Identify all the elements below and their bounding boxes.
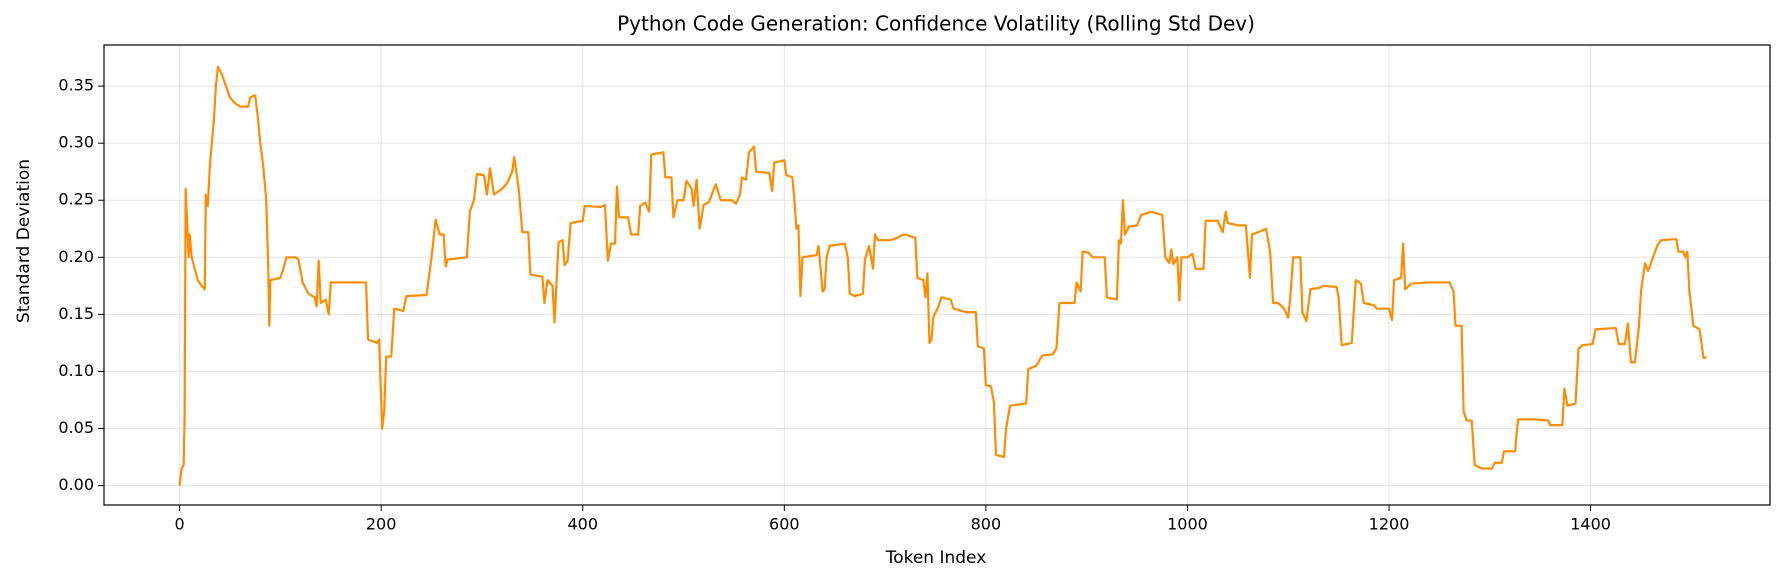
plot-frame [103, 44, 1771, 506]
x-tick-label: 200 [366, 515, 397, 534]
data-line [178, 65, 1707, 486]
y-tick-label: 0.15 [58, 304, 94, 323]
x-tick-label: 1200 [1369, 515, 1410, 534]
x-axis-label: Token Index [885, 548, 987, 568]
y-tick-label: 0.35 [58, 76, 94, 95]
x-tick-label: 600 [769, 515, 800, 534]
x-tick-label: 400 [567, 515, 598, 534]
y-tick-label: 0.00 [58, 475, 94, 494]
x-tick-label: 1400 [1570, 515, 1611, 534]
chart-title: Python Code Generation: Confidence Volat… [617, 12, 1255, 36]
y-tick-label: 0.10 [58, 361, 94, 380]
x-tick-label: 0 [174, 515, 184, 534]
y-tick-label: 0.30 [58, 133, 94, 152]
y-axis-label: Standard Deviation [14, 159, 34, 323]
y-tick-label: 0.25 [58, 190, 94, 209]
x-tick-label: 800 [971, 515, 1002, 534]
y-tick-label: 0.20 [58, 247, 94, 266]
x-tick-label: 1000 [1167, 515, 1208, 534]
y-tick-label: 0.05 [58, 418, 94, 437]
